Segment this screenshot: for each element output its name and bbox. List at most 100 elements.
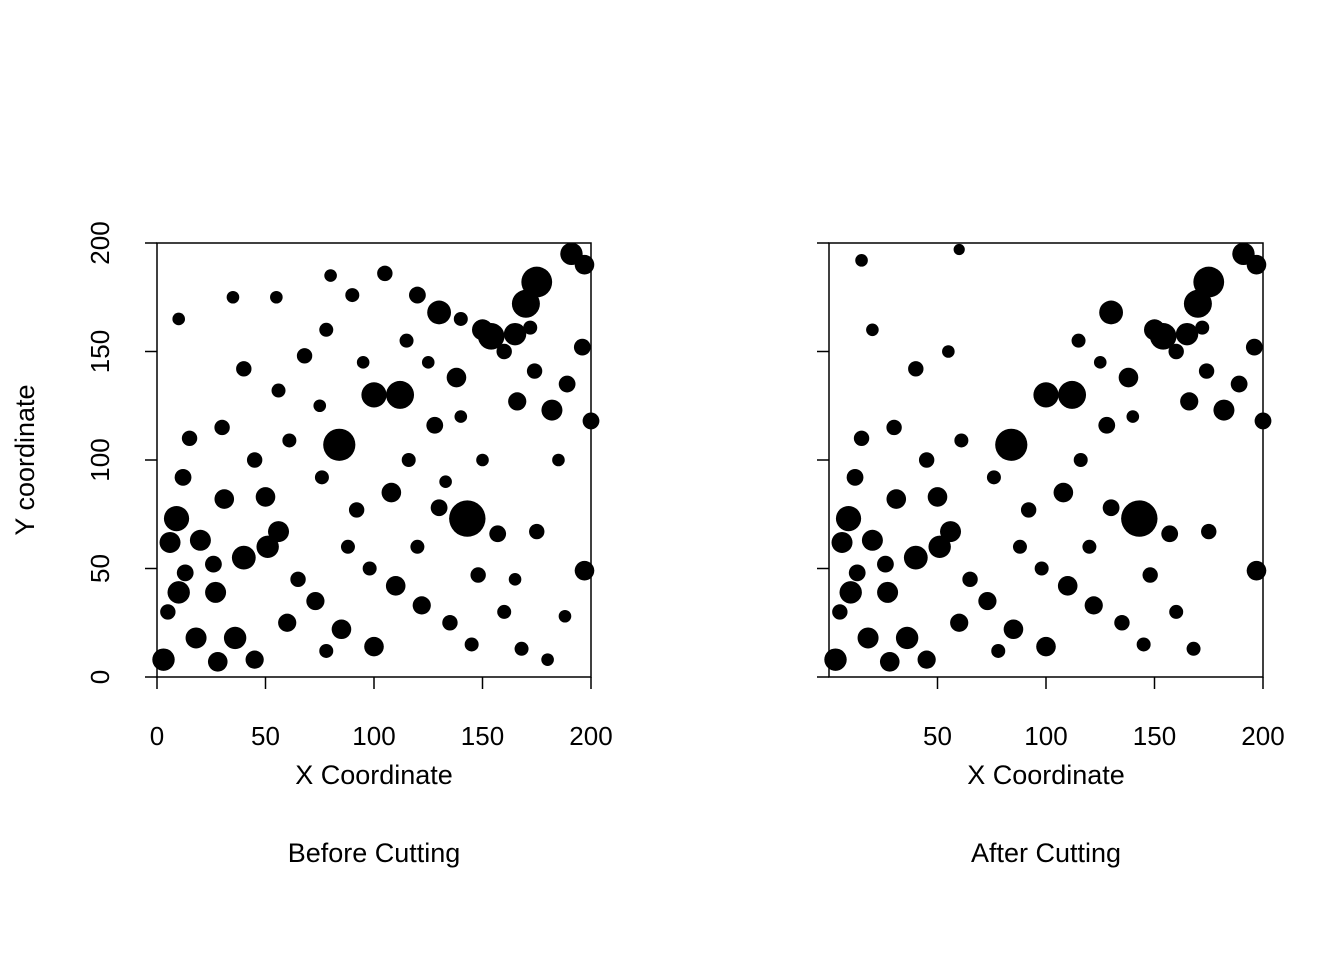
tree-point <box>582 412 600 430</box>
y-axis-title: Y coordinate <box>10 384 40 535</box>
tree-point <box>927 487 948 507</box>
y-tick-label: 0 <box>85 670 115 684</box>
tree-point <box>245 650 264 669</box>
tree-point <box>848 564 866 582</box>
tree-point <box>163 505 190 532</box>
tree-point <box>1020 502 1037 518</box>
tree-point <box>1183 289 1212 318</box>
tree-point <box>877 555 894 573</box>
tree-point <box>1084 596 1103 615</box>
tree-point <box>386 380 415 409</box>
tree-point <box>886 489 907 509</box>
tree-point <box>523 320 538 335</box>
tree-point <box>399 333 414 348</box>
tree-point <box>181 430 198 446</box>
tree-point <box>857 627 879 649</box>
y-tick-label: 100 <box>85 438 115 481</box>
tree-point <box>421 356 435 369</box>
tree-point <box>167 581 190 604</box>
panel-after-cutting: 50 100 150 200 X Coordinate After Cutting <box>817 242 1285 868</box>
tree-point <box>1213 399 1235 421</box>
tree-point <box>1169 604 1184 619</box>
x-tick-label: 50 <box>251 721 280 751</box>
tree-point <box>331 619 352 640</box>
tree-point <box>1144 319 1165 341</box>
tree-point <box>364 636 384 657</box>
tree-point <box>282 433 297 448</box>
tree-point <box>953 243 965 256</box>
tree-point <box>573 338 591 356</box>
tree-point <box>853 430 870 446</box>
tree-point <box>409 286 426 304</box>
tree-point <box>489 525 507 543</box>
tree-point <box>176 564 194 582</box>
tree-point <box>1058 380 1087 409</box>
tree-point <box>231 545 256 570</box>
x-tick-label: 200 <box>1241 721 1284 751</box>
tree-point <box>314 470 329 485</box>
x-tick-label: 150 <box>461 721 504 751</box>
tree-point <box>470 567 486 583</box>
tree-point <box>1175 322 1199 346</box>
tree-point <box>886 419 902 436</box>
tree-point <box>185 627 207 649</box>
tree-point <box>1180 392 1199 411</box>
tree-point <box>214 419 230 436</box>
tree-point <box>928 535 951 558</box>
x-axis: 0 50 100 150 200 <box>150 677 613 751</box>
tree-point <box>1121 500 1158 537</box>
tree-point <box>464 637 479 652</box>
tree-point <box>508 392 527 411</box>
tree-point <box>313 399 327 413</box>
tree-point <box>226 290 240 304</box>
tree-point <box>1073 453 1088 467</box>
tree-point <box>1246 254 1267 275</box>
tree-point <box>1102 499 1120 517</box>
tree-point <box>1245 338 1263 356</box>
tree-point <box>152 648 175 671</box>
tree-point <box>385 576 406 596</box>
tree-point <box>319 643 334 658</box>
tree-point <box>1034 561 1049 576</box>
x-tick-label: 50 <box>923 721 952 751</box>
tree-point <box>574 560 595 581</box>
tree-point <box>1033 382 1059 408</box>
tree-point <box>866 323 879 337</box>
x-axis-title: X Coordinate <box>967 760 1125 790</box>
tree-point <box>207 652 228 672</box>
tree-point <box>846 468 864 486</box>
tree-point <box>877 581 899 603</box>
tree-point <box>446 367 467 388</box>
tree-point <box>340 539 355 554</box>
tree-point <box>214 489 235 509</box>
tree-point <box>296 348 313 364</box>
tree-point <box>255 487 276 507</box>
tree-point <box>270 290 283 304</box>
tree-point <box>361 382 387 408</box>
tree-point <box>879 652 900 672</box>
tree-point <box>1126 410 1140 423</box>
y-tick-label: 150 <box>85 330 115 373</box>
tree-point <box>268 521 290 543</box>
point-layer <box>824 242 1272 672</box>
tree-point <box>1098 416 1116 434</box>
tree-point <box>508 573 522 586</box>
tree-point <box>1198 363 1215 379</box>
tree-point <box>271 383 286 398</box>
tree-point <box>558 609 572 623</box>
tree-point <box>356 356 370 369</box>
x-tick-label: 100 <box>352 721 395 751</box>
tree-point <box>839 581 862 604</box>
tree-point <box>381 482 402 503</box>
tree-point <box>1186 641 1201 656</box>
tree-point <box>831 531 853 553</box>
tree-point <box>521 266 553 298</box>
tree-point <box>1003 619 1024 640</box>
tree-point <box>496 343 512 360</box>
tree-point <box>1136 637 1151 652</box>
tree-point <box>348 502 365 518</box>
x-tick-label: 0 <box>150 721 164 751</box>
tree-point <box>189 529 211 551</box>
tree-point <box>472 319 493 341</box>
